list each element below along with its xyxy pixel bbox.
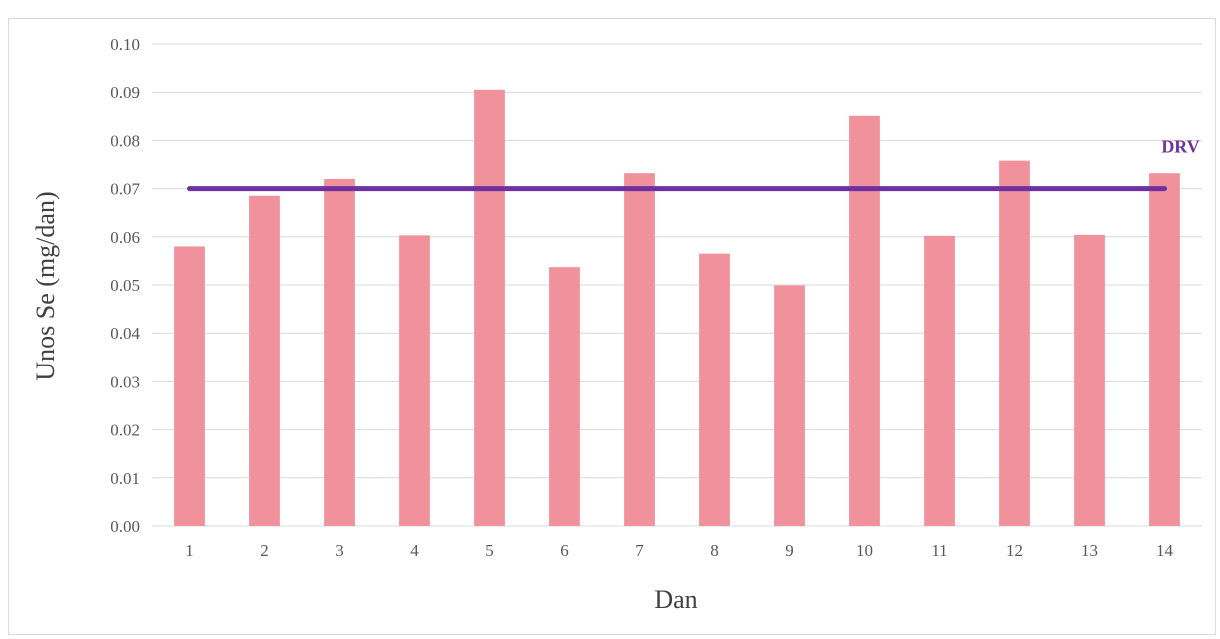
bar [774,285,805,526]
bar [849,115,880,527]
x-tick-label: 9 [785,541,794,560]
x-tick-label: 14 [1156,541,1174,560]
y-tick-label: 0.04 [110,324,140,343]
bar [249,195,280,526]
bar [699,253,730,527]
bar [324,178,355,526]
y-tick-label: 0.06 [110,228,140,247]
y-tick-label: 0.07 [110,180,140,199]
bar [999,160,1030,527]
gridlines [152,43,1202,527]
y-axis-title: Unos Se (mg/dan) [31,191,60,380]
bar [474,89,505,526]
y-tick-labels: 0.00 0.01 0.02 0.03 0.04 0.05 0.06 0.07 0.08 0.09… [110,35,140,536]
y-tick-label: 0.01 [110,469,140,488]
x-tick-label: 12 [1006,541,1023,560]
reference-line-group: DRV [187,137,1200,192]
x-tick-label: 11 [931,541,947,560]
bar [1149,173,1180,526]
bar [624,173,655,526]
y-tick-label: 0.03 [110,372,140,391]
x-tick-labels: 1 2 3 4 5 6 7 8 9 10 11 12 13 14 [185,541,1173,560]
x-axis-title: Dan [654,585,697,614]
x-tick-label: 10 [856,541,873,560]
bar [174,246,205,526]
y-tick-label: 0.00 [110,517,140,536]
y-tick-label: 0.10 [110,35,140,54]
y-tick-label: 0.05 [110,276,140,295]
x-tick-label: 3 [335,541,344,560]
bar [924,235,955,526]
x-tick-label: 7 [635,541,644,560]
x-tick-label: 4 [410,541,419,560]
x-tick-label: 5 [485,541,494,560]
x-tick-label: 1 [185,541,194,560]
x-tick-label: 13 [1081,541,1098,560]
x-tick-label: 8 [710,541,719,560]
drv-label: DRV [1161,137,1199,157]
x-tick-label: 6 [560,541,569,560]
y-tick-label: 0.08 [110,131,140,150]
y-tick-label: 0.02 [110,421,140,440]
bar [1074,234,1105,526]
bar [399,235,430,526]
x-tick-label: 2 [260,541,269,560]
bar [549,267,580,526]
y-tick-label: 0.09 [110,83,140,102]
bars [174,89,1180,527]
